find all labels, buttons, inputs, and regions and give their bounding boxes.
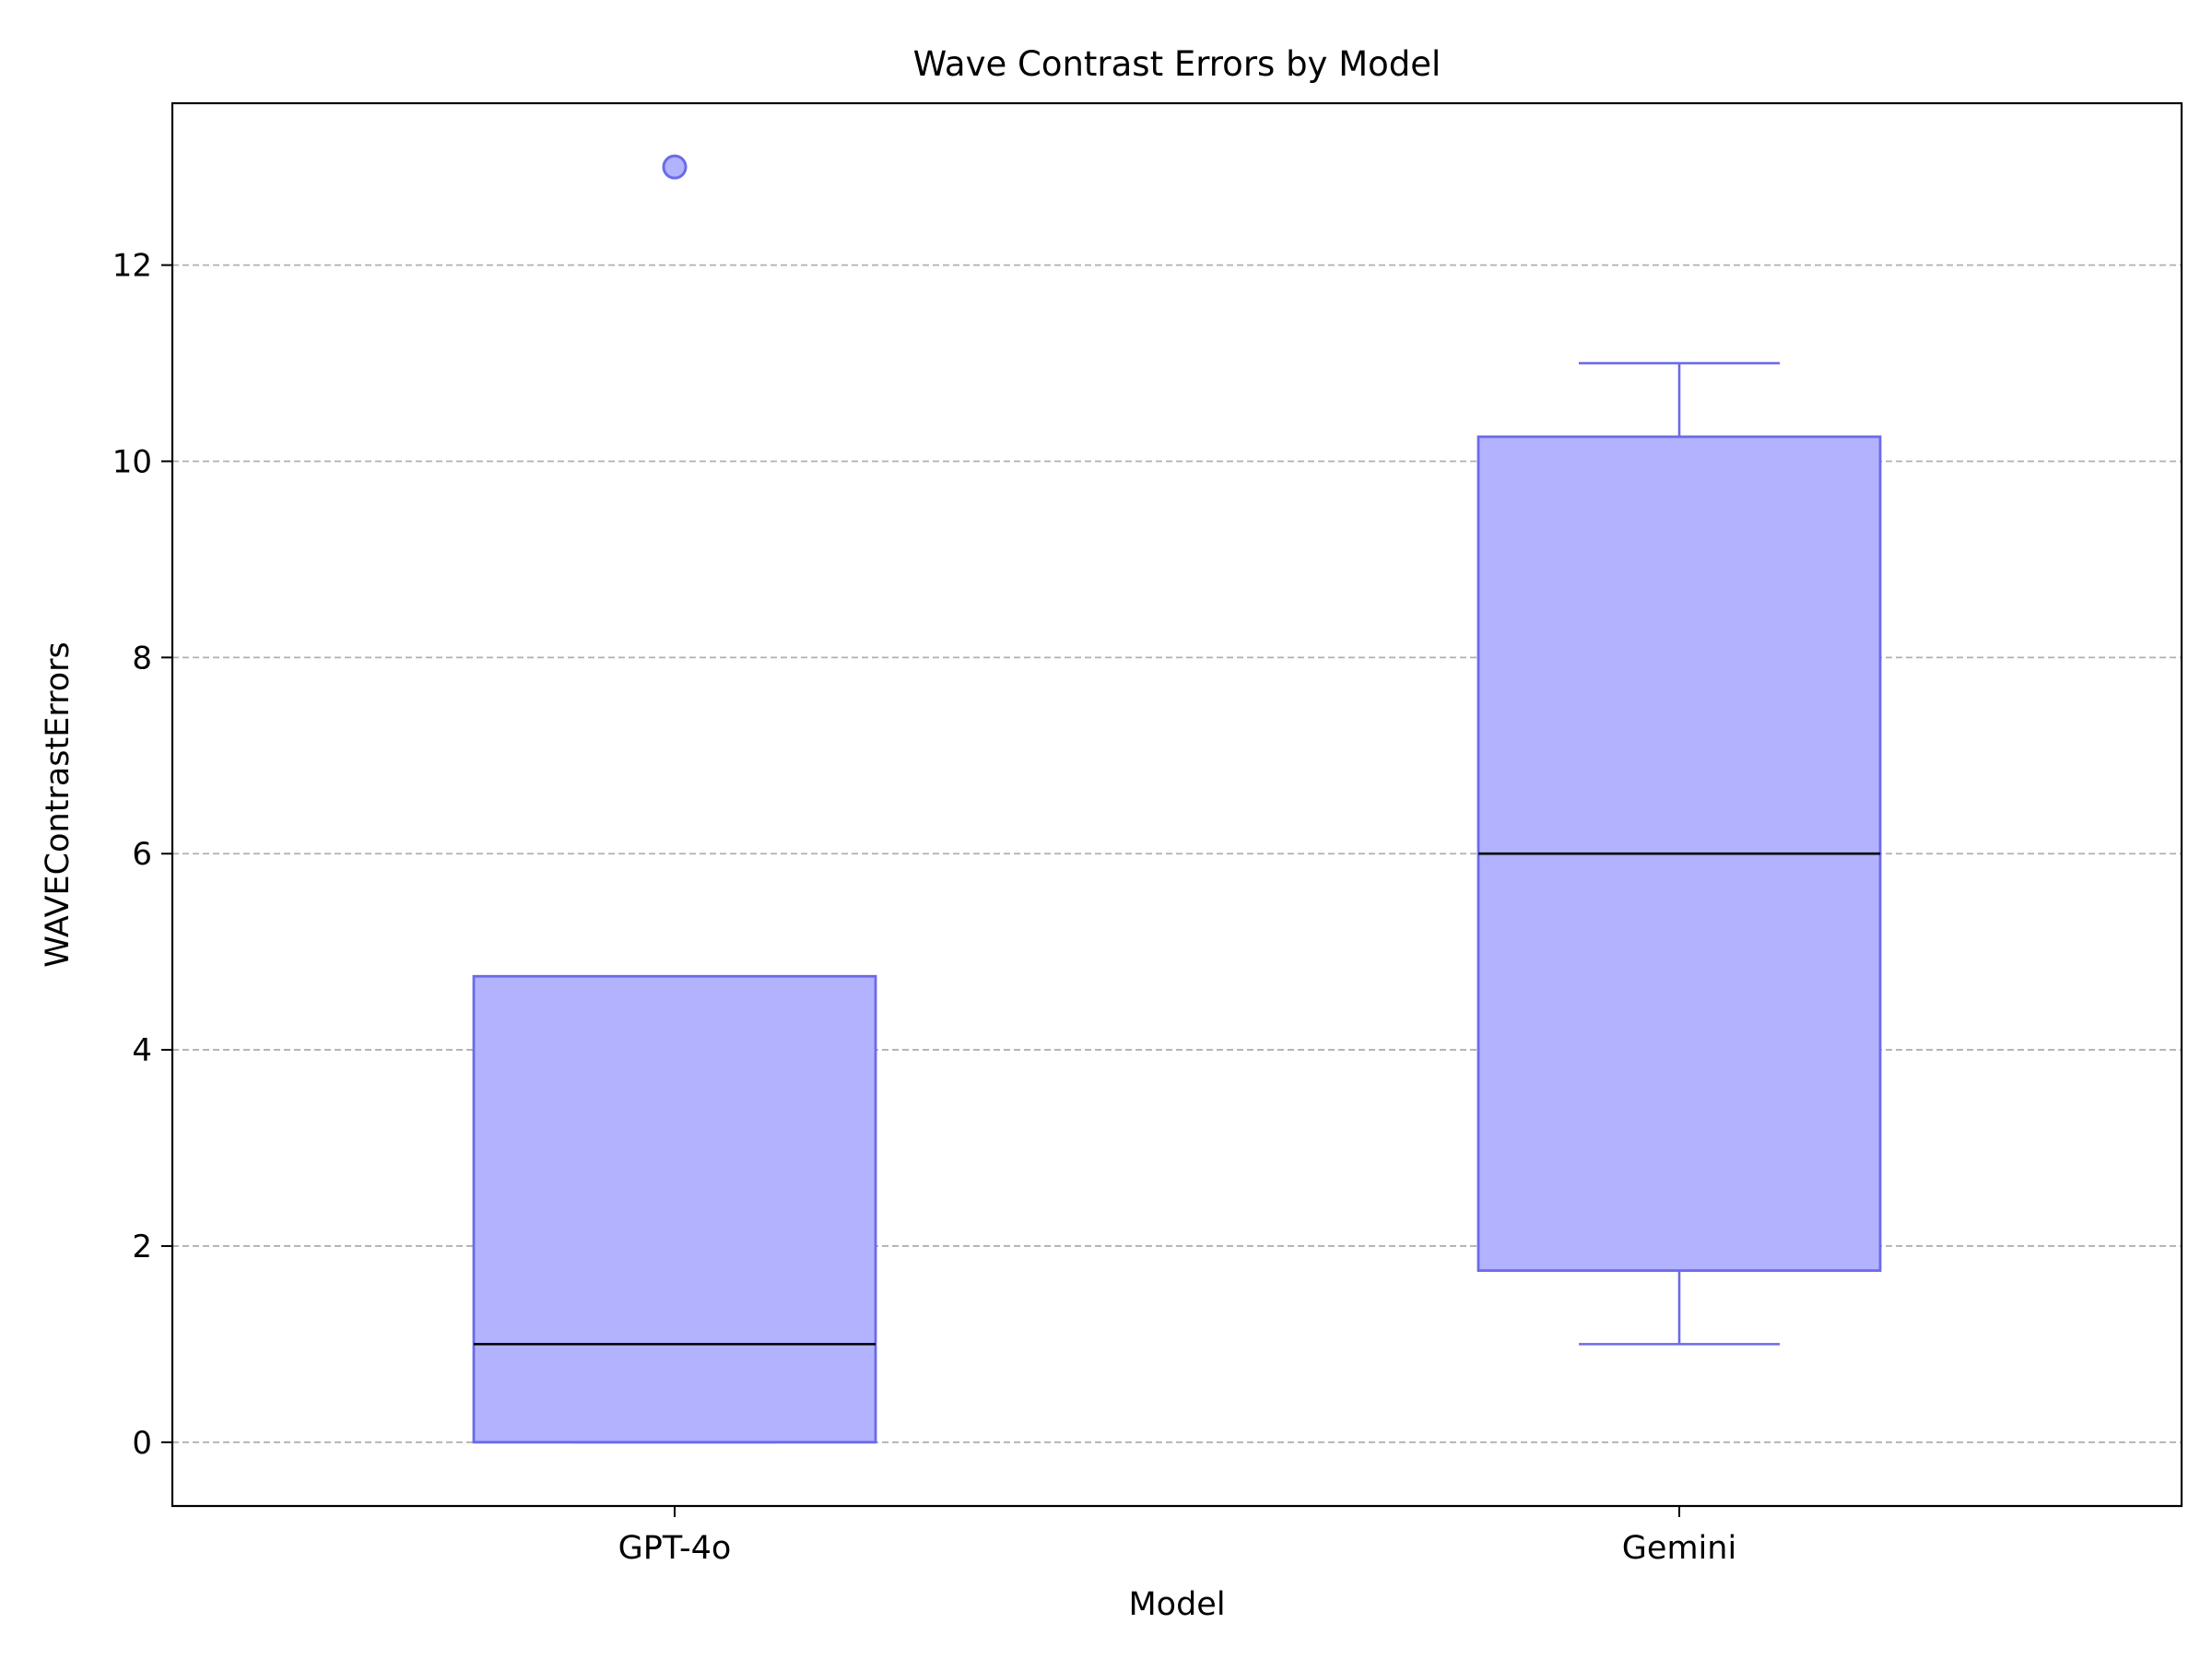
y-tick-label: 10	[112, 443, 152, 480]
y-tick-label: 2	[132, 1229, 152, 1265]
y-tick-label: 6	[132, 836, 152, 873]
box-layer	[472, 154, 1882, 1444]
y-tick-label: 4	[132, 1032, 152, 1069]
y-tick-label: 8	[132, 640, 152, 677]
x-tick-label: GPT-4o	[618, 1530, 732, 1567]
y-tick-label: 0	[132, 1425, 152, 1462]
y-tick-label: 12	[112, 248, 152, 285]
chart-title: Wave Contrast Errors by Model	[913, 44, 1441, 84]
x-axis-label: Model	[1128, 1586, 1225, 1623]
plot-frame	[171, 101, 2183, 1508]
x-tick-label: Gemini	[1622, 1530, 1736, 1567]
y-axis-label: WAVEContrastErrors	[40, 641, 76, 968]
box-gpt-4o	[472, 974, 877, 1444]
axis-layer: 0 2 4 6 8 10 12 GPT-4o Gemini	[112, 248, 1736, 1567]
outlier-point	[662, 154, 688, 180]
